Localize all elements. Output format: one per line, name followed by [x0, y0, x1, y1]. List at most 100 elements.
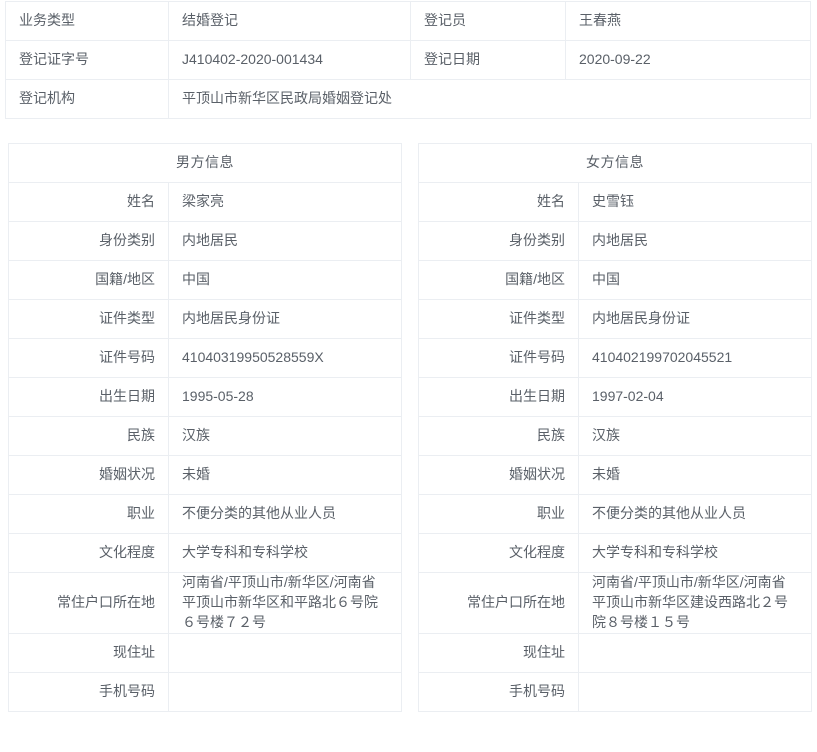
groom-value-current-address	[168, 633, 402, 673]
groom-label-document-number: 证件号码	[8, 338, 169, 378]
summary-label-registrar: 登记员	[410, 1, 566, 41]
table-row: 出生日期 1995-05-28	[8, 377, 402, 417]
table-row: 国籍/地区 中国	[8, 260, 402, 300]
bride-value-education: 大学专科和专科学校	[578, 533, 812, 573]
bride-label-mobile-number: 手机号码	[418, 672, 579, 712]
bride-value-current-address	[578, 633, 812, 673]
groom-value-nationality: 中国	[168, 260, 402, 300]
table-row: 民族 汉族	[418, 416, 812, 456]
bride-value-document-type: 内地居民身份证	[578, 299, 812, 339]
groom-value-ethnicity: 汉族	[168, 416, 402, 456]
groom-label-marital-status: 婚姻状况	[8, 455, 169, 495]
table-row: 证件类型 内地居民身份证	[418, 299, 812, 339]
bride-label-document-number: 证件号码	[418, 338, 579, 378]
summary-value-institution: 平顶山市新华区民政局婚姻登记处	[168, 79, 811, 119]
groom-label-ethnicity: 民族	[8, 416, 169, 456]
bride-value-birth-date: 1997-02-04	[578, 377, 812, 417]
groom-label-household-address: 常住户口所在地	[8, 572, 169, 634]
table-row: 职业 不便分类的其他从业人员	[8, 494, 402, 534]
table-row: 文化程度 大学专科和专科学校	[418, 533, 812, 573]
groom-value-birth-date: 1995-05-28	[168, 377, 402, 417]
groom-value-marital-status: 未婚	[168, 455, 402, 495]
groom-label-occupation: 职业	[8, 494, 169, 534]
bride-value-name: 史雪钰	[578, 182, 812, 222]
summary-label-institution: 登记机构	[5, 79, 169, 119]
bride-value-household-address: 河南省/平顶山市/新华区/河南省平顶山市新华区建设西路北２号院８号楼１５号	[578, 572, 812, 634]
groom-label-document-type: 证件类型	[8, 299, 169, 339]
table-row: 证件号码 41040319950528559X	[8, 338, 402, 378]
table-row: 手机号码	[8, 672, 402, 712]
table-row: 职业 不便分类的其他从业人员	[418, 494, 812, 534]
groom-table: 男方信息 姓名 梁家亮 身份类别 内地居民 国籍/地区 中国	[8, 143, 402, 712]
table-row: 身份类别 内地居民	[418, 221, 812, 261]
table-row: 现住址	[8, 633, 402, 673]
bride-label-household-address: 常住户口所在地	[418, 572, 579, 634]
summary-table: 业务类型 结婚登记 登记员 王春燕 登记证字号 J410402-2020-001…	[5, 1, 811, 119]
groom-value-household-address: 河南省/平顶山市/新华区/河南省平顶山市新华区和平路北６号院６号楼７２号	[168, 572, 402, 634]
summary-label-certificate-number: 登记证字号	[5, 40, 169, 80]
bride-label-birth-date: 出生日期	[418, 377, 579, 417]
bride-panel-title: 女方信息	[418, 143, 812, 183]
panel-bride: 女方信息 姓名 史雪钰 身份类别 内地居民 国籍/地区 中国	[418, 143, 812, 712]
summary-value-certificate-number: J410402-2020-001434	[168, 40, 411, 80]
table-row: 身份类别 内地居民	[8, 221, 402, 261]
summary-value-registration-date: 2020-09-22	[565, 40, 811, 80]
table-row: 业务类型 结婚登记 登记员 王春燕	[5, 1, 811, 41]
table-row: 国籍/地区 中国	[418, 260, 812, 300]
groom-value-education: 大学专科和专科学校	[168, 533, 402, 573]
table-row: 登记证字号 J410402-2020-001434 登记日期 2020-09-2…	[5, 40, 811, 80]
table-row: 常住户口所在地 河南省/平顶山市/新华区/河南省平顶山市新华区建设西路北２号院８…	[418, 572, 812, 634]
groom-label-name: 姓名	[8, 182, 169, 222]
bride-label-ethnicity: 民族	[418, 416, 579, 456]
bride-value-nationality: 中国	[578, 260, 812, 300]
groom-label-mobile-number: 手机号码	[8, 672, 169, 712]
groom-value-document-type: 内地居民身份证	[168, 299, 402, 339]
table-row: 文化程度 大学专科和专科学校	[8, 533, 402, 573]
bride-value-document-number: 410402199702045521	[578, 338, 812, 378]
table-row: 证件类型 内地居民身份证	[8, 299, 402, 339]
table-row: 姓名 梁家亮	[8, 182, 402, 222]
bride-label-occupation: 职业	[418, 494, 579, 534]
summary-value-business-type: 结婚登记	[168, 1, 411, 41]
bride-label-marital-status: 婚姻状况	[418, 455, 579, 495]
summary-label-business-type: 业务类型	[5, 1, 169, 41]
bride-label-current-address: 现住址	[418, 633, 579, 673]
groom-label-identity-category: 身份类别	[8, 221, 169, 261]
table-row: 婚姻状况 未婚	[418, 455, 812, 495]
table-row: 出生日期 1997-02-04	[418, 377, 812, 417]
bride-label-name: 姓名	[418, 182, 579, 222]
table-row: 现住址	[418, 633, 812, 673]
bride-label-nationality: 国籍/地区	[418, 260, 579, 300]
person-panels: 男方信息 姓名 梁家亮 身份类别 内地居民 国籍/地区 中国	[8, 143, 812, 712]
groom-value-name: 梁家亮	[168, 182, 402, 222]
bride-table: 女方信息 姓名 史雪钰 身份类别 内地居民 国籍/地区 中国	[418, 143, 812, 712]
table-row: 姓名 史雪钰	[418, 182, 812, 222]
groom-value-mobile-number	[168, 672, 402, 712]
bride-value-identity-category: 内地居民	[578, 221, 812, 261]
bride-value-ethnicity: 汉族	[578, 416, 812, 456]
groom-label-education: 文化程度	[8, 533, 169, 573]
groom-label-current-address: 现住址	[8, 633, 169, 673]
groom-value-document-number: 41040319950528559X	[168, 338, 402, 378]
registration-summary: 业务类型 结婚登记 登记员 王春燕 登记证字号 J410402-2020-001…	[5, 1, 811, 119]
groom-value-occupation: 不便分类的其他从业人员	[168, 494, 402, 534]
groom-value-identity-category: 内地居民	[168, 221, 402, 261]
panel-groom: 男方信息 姓名 梁家亮 身份类别 内地居民 国籍/地区 中国	[8, 143, 402, 712]
bride-label-identity-category: 身份类别	[418, 221, 579, 261]
table-row: 证件号码 410402199702045521	[418, 338, 812, 378]
bride-label-document-type: 证件类型	[418, 299, 579, 339]
bride-label-education: 文化程度	[418, 533, 579, 573]
table-row: 常住户口所在地 河南省/平顶山市/新华区/河南省平顶山市新华区和平路北６号院６号…	[8, 572, 402, 634]
panel-header-row: 男方信息	[8, 143, 402, 183]
groom-label-nationality: 国籍/地区	[8, 260, 169, 300]
table-row: 民族 汉族	[8, 416, 402, 456]
bride-value-marital-status: 未婚	[578, 455, 812, 495]
groom-panel-title: 男方信息	[8, 143, 402, 183]
bride-value-mobile-number	[578, 672, 812, 712]
table-row: 手机号码	[418, 672, 812, 712]
table-row: 婚姻状况 未婚	[8, 455, 402, 495]
table-row: 登记机构 平顶山市新华区民政局婚姻登记处	[5, 79, 811, 119]
bride-value-occupation: 不便分类的其他从业人员	[578, 494, 812, 534]
groom-label-birth-date: 出生日期	[8, 377, 169, 417]
